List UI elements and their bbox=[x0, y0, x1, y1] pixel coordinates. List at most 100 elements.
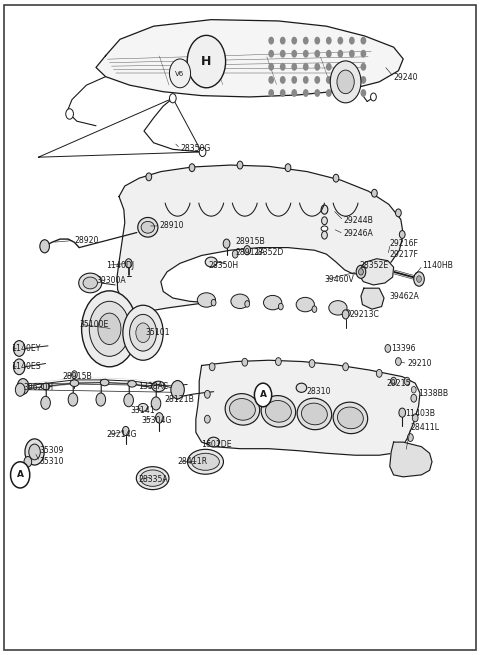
Circle shape bbox=[411, 386, 416, 393]
Circle shape bbox=[169, 59, 191, 88]
Ellipse shape bbox=[264, 295, 282, 310]
Ellipse shape bbox=[138, 217, 158, 237]
Text: 29210: 29210 bbox=[407, 359, 432, 368]
Circle shape bbox=[391, 377, 396, 385]
Circle shape bbox=[15, 383, 25, 396]
Circle shape bbox=[371, 93, 376, 101]
Circle shape bbox=[17, 379, 29, 394]
Circle shape bbox=[244, 246, 251, 255]
Circle shape bbox=[326, 37, 332, 45]
Circle shape bbox=[211, 299, 216, 306]
Ellipse shape bbox=[79, 273, 102, 293]
Circle shape bbox=[356, 265, 366, 278]
Circle shape bbox=[276, 358, 281, 365]
Ellipse shape bbox=[205, 257, 217, 267]
Circle shape bbox=[376, 369, 382, 377]
Circle shape bbox=[82, 291, 137, 367]
Text: 28352D: 28352D bbox=[253, 248, 284, 257]
Ellipse shape bbox=[207, 438, 220, 447]
Circle shape bbox=[312, 306, 317, 312]
Circle shape bbox=[360, 76, 366, 84]
Circle shape bbox=[404, 377, 410, 385]
Ellipse shape bbox=[333, 402, 368, 434]
Circle shape bbox=[291, 50, 297, 58]
Circle shape bbox=[278, 303, 283, 310]
Circle shape bbox=[349, 50, 355, 58]
Circle shape bbox=[280, 37, 286, 45]
Text: 39462A: 39462A bbox=[390, 291, 420, 301]
Text: 39620H: 39620H bbox=[23, 383, 53, 392]
Circle shape bbox=[232, 250, 238, 258]
Circle shape bbox=[396, 358, 401, 365]
Text: 29246A: 29246A bbox=[343, 229, 373, 238]
Circle shape bbox=[349, 76, 355, 84]
Text: V6: V6 bbox=[175, 71, 185, 77]
Circle shape bbox=[280, 89, 286, 97]
Circle shape bbox=[96, 393, 106, 406]
Text: 1140EY: 1140EY bbox=[12, 344, 41, 353]
Circle shape bbox=[337, 76, 343, 84]
Text: 13396: 13396 bbox=[391, 344, 416, 353]
Ellipse shape bbox=[187, 449, 223, 474]
Text: 28350H: 28350H bbox=[209, 261, 239, 270]
Circle shape bbox=[303, 76, 309, 84]
Circle shape bbox=[268, 76, 274, 84]
Text: 1338BB: 1338BB bbox=[419, 388, 449, 398]
Circle shape bbox=[330, 61, 361, 103]
Text: 1140DJ: 1140DJ bbox=[107, 261, 135, 270]
Circle shape bbox=[123, 305, 163, 360]
Ellipse shape bbox=[296, 297, 314, 312]
Circle shape bbox=[314, 63, 320, 71]
Text: 29216F: 29216F bbox=[390, 239, 419, 248]
Text: 1601DE: 1601DE bbox=[201, 440, 231, 449]
Circle shape bbox=[268, 63, 274, 71]
Ellipse shape bbox=[231, 294, 249, 309]
Text: 39300A: 39300A bbox=[96, 276, 126, 285]
Circle shape bbox=[41, 396, 50, 409]
Polygon shape bbox=[96, 20, 403, 97]
Ellipse shape bbox=[136, 466, 169, 490]
Ellipse shape bbox=[301, 403, 327, 425]
Circle shape bbox=[223, 239, 230, 248]
Circle shape bbox=[146, 173, 152, 181]
Circle shape bbox=[245, 301, 250, 307]
Text: 29213C: 29213C bbox=[349, 310, 379, 319]
Circle shape bbox=[343, 363, 348, 371]
Polygon shape bbox=[361, 288, 384, 309]
Circle shape bbox=[346, 310, 350, 316]
Circle shape bbox=[326, 76, 332, 84]
Circle shape bbox=[125, 259, 132, 268]
Text: 35101: 35101 bbox=[145, 328, 169, 337]
Circle shape bbox=[326, 89, 332, 97]
Text: 28411L: 28411L bbox=[410, 422, 439, 432]
Text: 29244B: 29244B bbox=[343, 216, 373, 225]
Text: 33141: 33141 bbox=[131, 406, 156, 415]
Text: 29215: 29215 bbox=[386, 379, 411, 388]
Text: 28411R: 28411R bbox=[178, 457, 208, 466]
Ellipse shape bbox=[128, 381, 136, 387]
Circle shape bbox=[349, 63, 355, 71]
Circle shape bbox=[314, 50, 320, 58]
Circle shape bbox=[151, 397, 161, 410]
Circle shape bbox=[360, 50, 366, 58]
Circle shape bbox=[204, 415, 210, 423]
Circle shape bbox=[326, 50, 332, 58]
Ellipse shape bbox=[83, 277, 97, 289]
Circle shape bbox=[66, 109, 73, 119]
Ellipse shape bbox=[100, 379, 109, 386]
Circle shape bbox=[399, 408, 406, 417]
Polygon shape bbox=[359, 259, 394, 285]
Circle shape bbox=[199, 147, 206, 157]
Text: 1140ES: 1140ES bbox=[12, 362, 41, 371]
Circle shape bbox=[303, 63, 309, 71]
Circle shape bbox=[326, 63, 332, 71]
Ellipse shape bbox=[321, 226, 328, 231]
Ellipse shape bbox=[197, 293, 216, 307]
Circle shape bbox=[411, 394, 417, 402]
Text: 28911A: 28911A bbox=[235, 248, 265, 257]
Text: 35309: 35309 bbox=[39, 446, 64, 455]
Text: 11403B: 11403B bbox=[406, 409, 435, 419]
Ellipse shape bbox=[296, 383, 307, 392]
Circle shape bbox=[29, 444, 40, 460]
Ellipse shape bbox=[337, 407, 363, 429]
